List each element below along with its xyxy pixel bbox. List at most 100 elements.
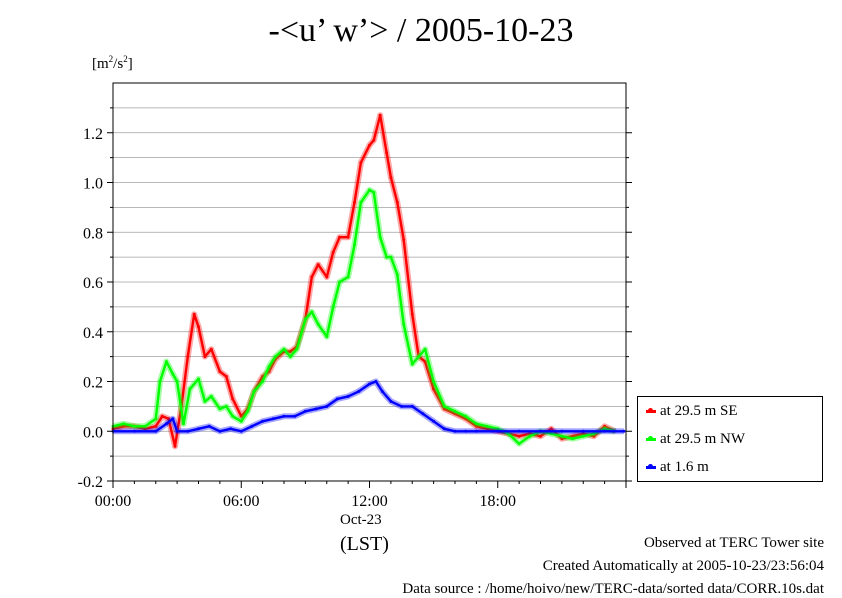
series-1-point bbox=[385, 151, 389, 155]
series-1-point bbox=[603, 424, 607, 428]
chart-legend: at 29.5 m SE at 29.5 m NW at 1.6 m bbox=[637, 396, 823, 482]
series-2-point bbox=[417, 355, 421, 359]
series-2-point bbox=[581, 434, 585, 438]
series-1-point bbox=[395, 200, 399, 204]
series-3-point bbox=[293, 414, 297, 418]
y-tick-label: 0.4 bbox=[83, 325, 103, 342]
series-2-point bbox=[303, 317, 307, 321]
x-tick-label: 00:00 bbox=[95, 493, 131, 510]
series-1-point bbox=[423, 360, 427, 364]
series-2-point bbox=[188, 387, 192, 391]
series-3-point bbox=[380, 389, 384, 393]
series-3-point bbox=[539, 429, 542, 433]
legend-label-2: at 29.5 m NW bbox=[660, 431, 745, 447]
series-3-point bbox=[453, 429, 457, 433]
series-1-point bbox=[442, 407, 446, 411]
series-2-point bbox=[402, 322, 406, 326]
legend-label-3: at 1.6 m bbox=[660, 459, 709, 475]
legend-swatch-1 bbox=[646, 408, 656, 414]
series-1-point bbox=[378, 113, 382, 117]
x-axis-date-label: Oct-23 bbox=[340, 512, 382, 528]
series-2-point bbox=[143, 424, 147, 428]
series-2-point bbox=[423, 347, 427, 351]
series-3-point bbox=[271, 417, 275, 421]
series-2-point bbox=[496, 427, 500, 431]
series-3-point bbox=[154, 429, 158, 433]
chart-series bbox=[111, 112, 626, 450]
series-1-point bbox=[143, 427, 147, 431]
series-1-point bbox=[432, 387, 436, 391]
series-3-point bbox=[410, 404, 414, 408]
x-tick-label: 12:00 bbox=[351, 493, 387, 510]
series-2-point bbox=[560, 434, 564, 438]
series-1-point bbox=[346, 235, 350, 239]
series-2-point bbox=[331, 305, 335, 309]
series-3-point bbox=[282, 414, 286, 418]
series-1-point bbox=[453, 412, 457, 416]
series-3-point bbox=[374, 380, 378, 383]
series-band-2 bbox=[112, 187, 616, 447]
series-3-point bbox=[303, 409, 307, 413]
series-2-point bbox=[197, 377, 200, 381]
series-2-point bbox=[485, 424, 489, 428]
series-2-point bbox=[549, 432, 553, 436]
series-3-point bbox=[132, 429, 136, 433]
series-1-point bbox=[325, 275, 329, 279]
units-mid: /s bbox=[113, 56, 124, 72]
series-3-point bbox=[517, 429, 521, 433]
series-2-point bbox=[122, 422, 126, 426]
units-base: [m bbox=[92, 56, 109, 72]
series-2-point bbox=[261, 380, 265, 383]
series-1-point bbox=[197, 325, 200, 329]
series-2-point bbox=[154, 417, 158, 421]
units-sup2: 2 bbox=[123, 54, 128, 64]
series-1-point bbox=[316, 263, 320, 267]
chart-ticks: -0.2 0.0 0.2 0.4 0.6 0.8 1.0 1.2 00:00 06:00 12:00… bbox=[78, 107, 632, 510]
series-1-point bbox=[231, 397, 235, 401]
series-2-point bbox=[171, 372, 175, 376]
series-3-point bbox=[186, 429, 190, 433]
series-2-point bbox=[517, 442, 521, 446]
series-1-point bbox=[517, 434, 521, 438]
series-3-point bbox=[171, 417, 175, 421]
footer-created: Created Automatically at 2005-10-23/23:5… bbox=[542, 558, 824, 574]
series-1-point bbox=[239, 414, 243, 418]
series-3-point bbox=[197, 427, 200, 431]
series-3-point bbox=[207, 424, 211, 428]
series-2-point bbox=[288, 355, 292, 359]
series-1-point bbox=[192, 312, 196, 316]
series-2-point bbox=[316, 322, 320, 326]
series-2-point bbox=[273, 355, 277, 359]
series-2-point bbox=[209, 394, 213, 398]
series-3-point bbox=[250, 424, 254, 428]
series-2-point bbox=[410, 362, 414, 366]
chart-title: -<u’ w’> / 2005-10-23 bbox=[268, 12, 574, 49]
series-2-point bbox=[395, 273, 399, 276]
series-2-point bbox=[182, 422, 185, 426]
series-1-point bbox=[389, 176, 393, 179]
series-1-point bbox=[539, 434, 542, 438]
series-2-point bbox=[368, 188, 371, 192]
series-3-point bbox=[400, 404, 404, 408]
series-3-point bbox=[346, 394, 350, 398]
series-3-point bbox=[389, 399, 393, 403]
series-1-point bbox=[549, 427, 553, 431]
series-2-point bbox=[506, 432, 510, 436]
series-2-point bbox=[203, 399, 207, 403]
series-1-point bbox=[218, 370, 222, 374]
series-2-point bbox=[453, 409, 457, 413]
series-3-point bbox=[442, 427, 446, 431]
y-tick-label: 0.6 bbox=[83, 275, 103, 292]
x-tick-label: 18:00 bbox=[480, 493, 516, 510]
series-1-point bbox=[160, 414, 164, 418]
series-2-point bbox=[252, 389, 256, 393]
series-2-point bbox=[246, 409, 250, 413]
series-1-point bbox=[571, 434, 575, 438]
series-2-point bbox=[267, 365, 271, 369]
units-end: ] bbox=[127, 56, 133, 72]
series-1-point bbox=[592, 434, 596, 438]
series-1-point bbox=[224, 375, 228, 378]
series-3-point bbox=[603, 429, 607, 433]
series-3-point bbox=[368, 382, 371, 386]
series-3-point bbox=[622, 429, 626, 433]
